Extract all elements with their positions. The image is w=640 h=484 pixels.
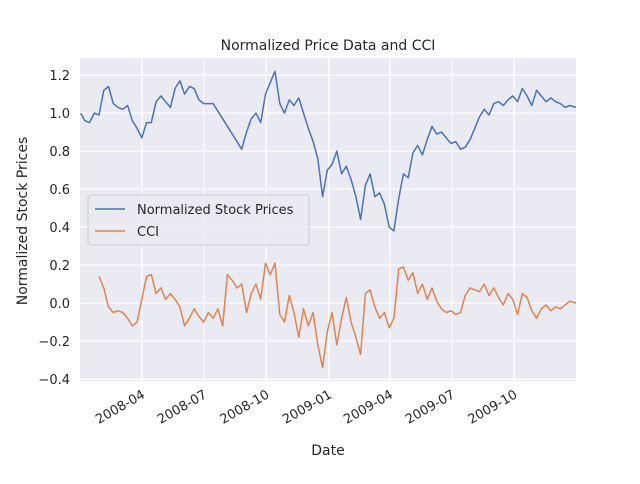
y-tick-label: 1.0 [49,107,70,122]
y-tick-label: −0.4 [38,373,70,388]
y-tick-label: 0.0 [49,297,70,312]
legend-label-normalized-prices: Normalized Stock Prices [137,203,294,218]
y-tick-label: 0.2 [49,259,70,274]
y-tick-label: 1.2 [49,69,70,84]
series-line-normalized-prices [80,70,577,232]
series-lines [80,70,577,369]
legend-label-cci: CCI [137,225,159,240]
y-axis-label: Normalized Stock Prices [15,137,31,306]
chart-title: Normalized Price Data and CCI [221,38,436,54]
x-axis-label: Date [311,443,344,459]
y-tick-label: 0.4 [49,221,70,236]
series-line-cci [98,262,577,369]
y-tick-label: 0.6 [49,183,70,198]
legend: Normalized Stock Prices CCI [87,194,310,246]
y-axis-ticks: −0.4 −0.2 0.0 0.2 0.4 0.6 0.8 1.0 1.2 [38,69,70,388]
y-tick-label: −0.2 [38,335,70,350]
legend-frame [87,194,310,246]
y-tick-label: 0.8 [49,145,70,160]
